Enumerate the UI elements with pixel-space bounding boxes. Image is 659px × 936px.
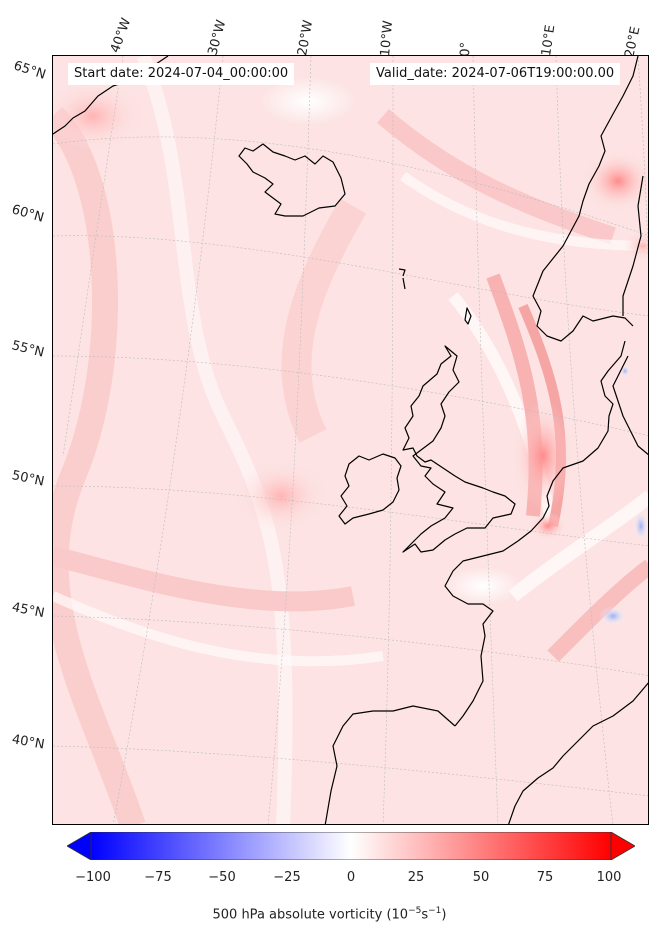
lat-label-60n: 60°N	[9, 202, 46, 226]
grid-lon-30w	[113, 56, 224, 824]
colorbar-body	[90, 832, 612, 860]
lat-label-40n: 40°N	[10, 732, 46, 753]
map-canvas	[53, 56, 648, 824]
colorbar-tick: 0	[346, 870, 356, 885]
coast-low-countries	[517, 340, 626, 542]
graticule	[53, 56, 648, 824]
coast-faroe	[398, 268, 406, 290]
grid-lat-60	[53, 136, 648, 236]
vorticity-neg-baltic	[620, 365, 630, 377]
coast-sweden	[612, 175, 648, 456]
colorbar-label-end: )	[441, 907, 447, 923]
coast-iberia-east	[508, 682, 648, 824]
grid-lon-10e	[555, 56, 614, 824]
colorbar-extend-high	[610, 832, 635, 860]
grid-lat-45	[53, 485, 648, 547]
colorbar-extend-low	[67, 832, 92, 860]
lat-label-45n: 45°N	[10, 600, 46, 622]
colorbar-tick: 50	[472, 870, 490, 885]
vorticity-max-north-sea	[513, 401, 573, 511]
grid-lon-20w	[267, 56, 312, 824]
lat-label-55n: 55°N	[10, 338, 46, 361]
colorbar-label-exp1: −5	[408, 906, 422, 916]
colorbar-label: 500 hPa absolute vorticity (10−5s−1)	[0, 906, 659, 922]
vorticity-neg-east-2	[599, 606, 627, 626]
colorbar-tick: 25	[407, 870, 425, 885]
colorbar-tick: 100	[596, 870, 622, 885]
grid-lat-40	[53, 615, 648, 676]
vorticity-max-channel	[530, 512, 566, 540]
grid-lat-55	[53, 235, 648, 317]
colorbar-tick: −50	[208, 870, 236, 885]
grid-lon-0	[472, 56, 499, 824]
grid-lon-10w	[382, 56, 394, 824]
lon-label-20e: 20°E	[622, 25, 644, 60]
vorticity-max-baltic	[623, 232, 648, 260]
lat-label-65n: 65°N	[11, 58, 48, 83]
lon-label-10w: 10°W	[378, 19, 397, 57]
coast-iberia	[324, 705, 456, 824]
colorbar-tick: 75	[536, 870, 554, 885]
lon-label-10e: 10°E	[539, 23, 559, 57]
colorbar-tick: −75	[144, 870, 172, 885]
lon-label-40w: 40°W	[107, 16, 135, 55]
coast-great-britain	[402, 345, 516, 553]
colorbar-label-text: 500 hPa absolute vorticity (10	[212, 907, 409, 923]
colorbar-tick: −25	[273, 870, 301, 885]
vorticity-min-north	[258, 76, 358, 126]
vorticity-bands	[53, 56, 648, 824]
lat-label-50n: 50°N	[10, 468, 46, 490]
vorticity-map	[52, 55, 649, 825]
grid-lat-50	[53, 355, 648, 436]
start-date-label: Start date: 2024-07-04_00:00:00	[68, 63, 295, 85]
lon-label-20w: 20°W	[295, 19, 317, 57]
vorticity-max-nw	[53, 81, 143, 151]
valid-date-label: Valid_date: 2024-07-06T19:00:00.00	[370, 63, 621, 85]
grid-lat-35	[53, 745, 648, 797]
lon-label-30w: 30°W	[205, 18, 230, 57]
vorticity-max-atlantic	[236, 461, 326, 531]
colorbar	[67, 832, 635, 860]
grid-lon-40w	[62, 56, 124, 457]
coast-iceland	[238, 143, 346, 217]
colorbar-label-mid: s	[421, 907, 429, 923]
colorbar-tick: −100	[75, 870, 111, 885]
colorbar-label-exp2: −1	[428, 906, 442, 916]
coastlines	[53, 56, 648, 824]
vorticity-neg-east-1	[633, 510, 648, 542]
coast-shetland	[464, 307, 472, 325]
coast-france-west	[444, 540, 519, 727]
coast-ireland	[338, 453, 402, 525]
vorticity-min-iberia	[443, 566, 523, 606]
coast-norway	[532, 56, 639, 342]
